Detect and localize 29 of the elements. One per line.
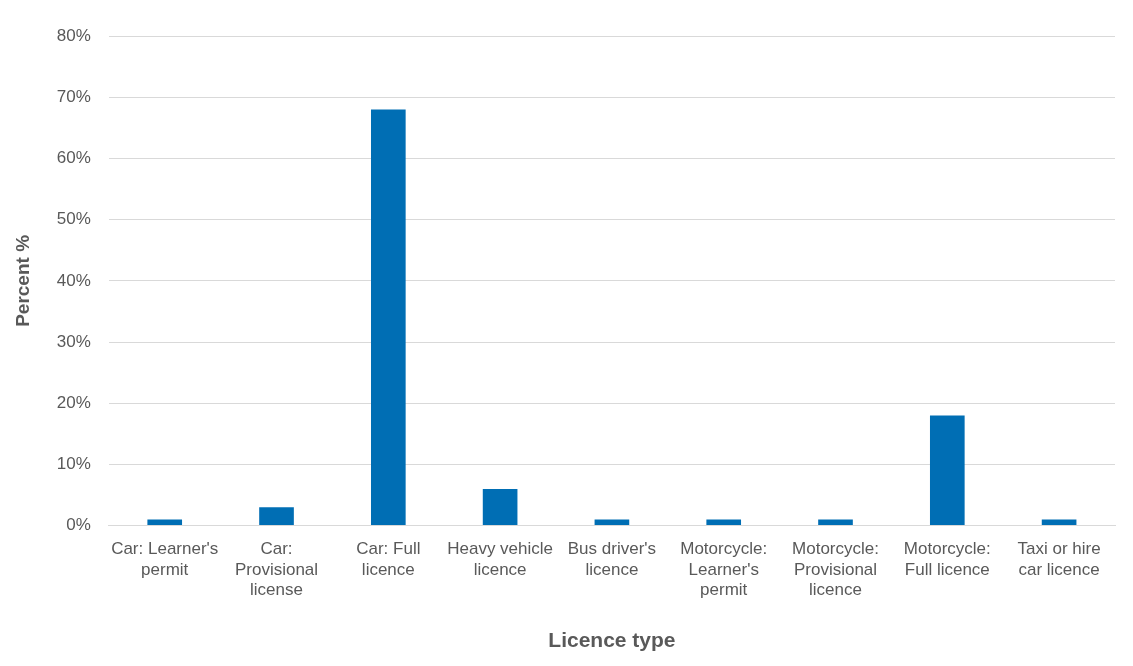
y-tick-label: 80% — [56, 25, 91, 45]
x-tick-label: Bus driver's licence — [567, 539, 657, 579]
y-tick-label: 30% — [56, 331, 91, 351]
bar — [370, 109, 406, 526]
x-tick-label: Motorcycle: Learner's permit — [680, 539, 768, 600]
x-tick-label: Motorcycle: Full licence — [903, 539, 991, 579]
x-tick-label: Motorcycle: Provisional licence — [792, 539, 879, 600]
y-tick-label: 60% — [56, 148, 91, 168]
x-axis-title: Licence type — [548, 628, 676, 652]
y-tick-label: 20% — [56, 392, 91, 412]
bar — [482, 488, 518, 526]
y-tick-label: 50% — [56, 209, 91, 229]
y-tick-label: 70% — [56, 87, 91, 107]
bar — [259, 507, 294, 526]
bar — [147, 519, 183, 526]
x-tick-label: Heavy vehicle licence — [447, 539, 554, 579]
bar — [929, 415, 965, 526]
y-axis-title: Percent % — [11, 234, 33, 327]
bar — [1041, 519, 1077, 526]
x-tick-label: Car: Provisional license — [234, 539, 319, 600]
x-tick-label: Car: Full licence — [356, 539, 421, 579]
y-tick-label: 0% — [66, 515, 91, 535]
x-tick-label: Car: Learner's permit — [111, 539, 219, 579]
y-tick-label: 10% — [56, 454, 91, 474]
bar — [706, 519, 742, 526]
y-tick-label: 40% — [56, 270, 91, 290]
bar — [594, 519, 630, 526]
bar — [818, 519, 853, 526]
x-tick-label: Taxi or hire car licence — [1017, 539, 1101, 579]
